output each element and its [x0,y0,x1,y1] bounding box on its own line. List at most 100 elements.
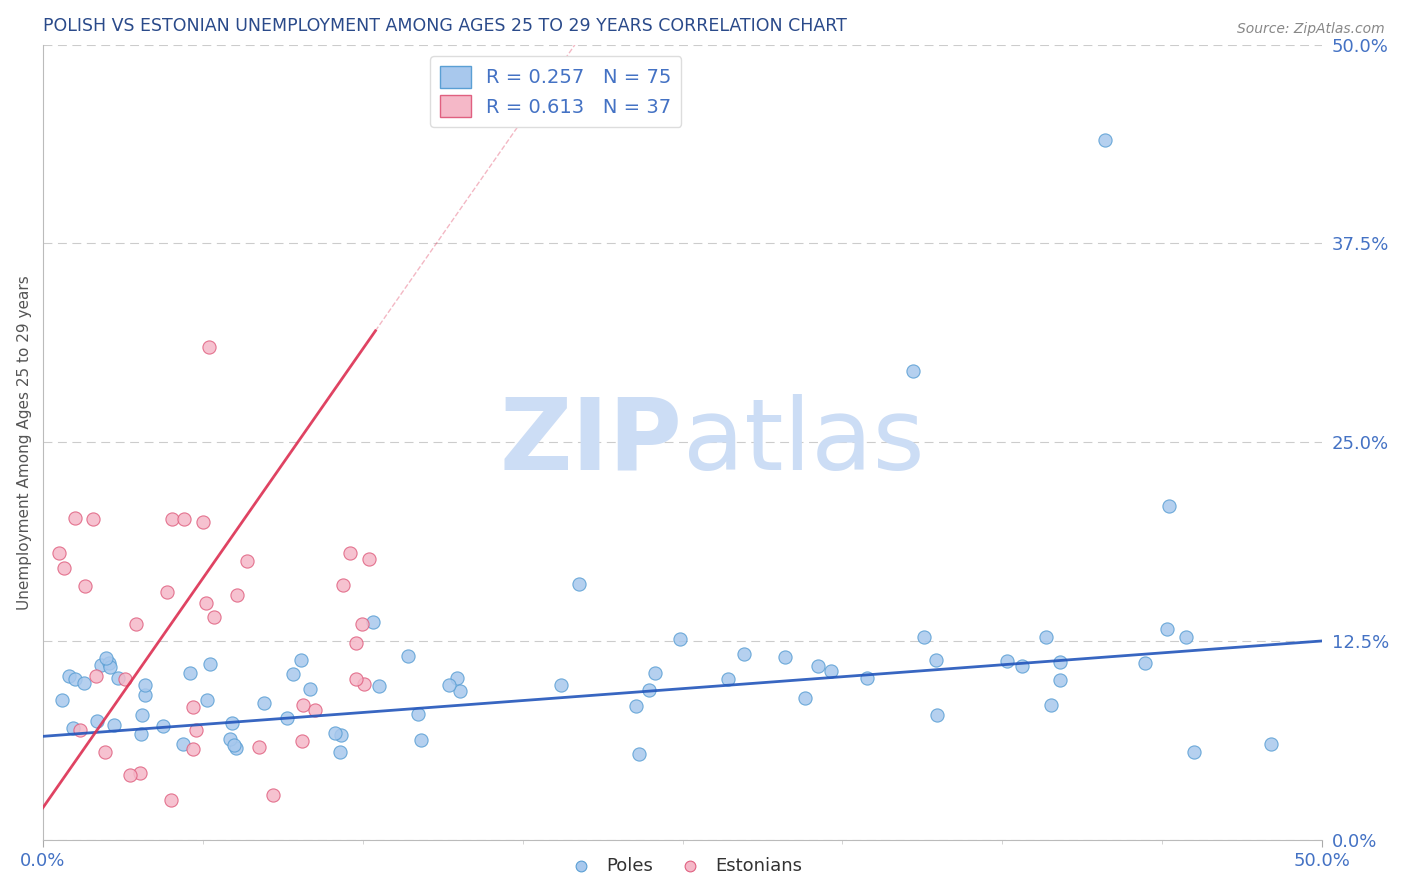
Point [124,617,146,632]
Point [1094,133,1116,147]
Point [550,678,572,692]
Point [568,577,591,591]
Point [181,699,204,714]
Text: Source: ZipAtlas.com: Source: ZipAtlas.com [1237,22,1385,37]
Point [344,672,367,686]
Point [291,734,314,748]
Point [912,630,935,644]
Point [346,636,368,650]
Point [644,665,666,680]
Point [820,664,842,678]
Point [1039,698,1062,712]
Point [626,699,648,714]
Point [202,610,225,624]
Point [1049,673,1071,687]
Point [82,512,104,526]
Point [184,723,207,737]
Point [236,554,259,568]
Point [69,723,91,737]
Point [94,651,117,665]
Point [299,681,322,696]
Point [290,653,312,667]
Point [51,693,73,707]
Point [183,742,205,756]
Point [793,691,815,706]
Point [134,678,156,692]
Point [332,577,354,591]
Point [198,657,221,672]
Point [361,615,384,629]
Point [628,747,651,762]
Point [179,666,201,681]
Point [449,683,471,698]
Point [134,688,156,702]
Point [156,585,179,599]
Point [1157,499,1180,513]
Point [225,740,247,755]
Point [129,726,152,740]
Point [58,669,80,683]
Point [94,745,117,759]
Text: POLISH VS ESTONIAN UNEMPLOYMENT AMONG AGES 25 TO 29 YEARS CORRELATION CHART: POLISH VS ESTONIAN UNEMPLOYMENT AMONG AG… [42,17,846,35]
Point [669,632,692,646]
Point [118,767,141,781]
Point [198,340,221,354]
Point [329,745,352,759]
Point [446,671,468,685]
Point [807,659,830,673]
Point [191,515,214,529]
Point [160,512,183,526]
Point [1260,737,1282,751]
Point [409,733,432,747]
Point [224,738,246,752]
Point [131,708,153,723]
Point [1174,630,1197,644]
Point [1049,655,1071,669]
Point [262,788,284,802]
Point [98,656,121,670]
Point [90,658,112,673]
Point [439,677,461,691]
Point [276,711,298,725]
Point [172,737,194,751]
Point [1011,659,1033,673]
Point [995,654,1018,668]
Point [927,707,949,722]
Point [114,672,136,686]
Point [62,721,84,735]
Point [48,546,70,560]
Point [901,363,924,377]
Point [396,648,419,663]
Point [925,653,948,667]
Point [63,672,86,686]
Point [247,740,270,755]
Point [304,703,326,717]
Point [98,660,121,674]
Text: ZIP: ZIP [499,393,682,491]
Point [84,669,107,683]
Point [1182,745,1205,759]
Point [638,683,661,698]
Point [856,672,879,686]
Point [128,766,150,780]
Point [406,706,429,721]
Point [73,675,96,690]
Point [717,673,740,687]
Point [283,667,305,681]
Point [226,588,249,602]
Point [330,728,353,742]
Point [194,595,217,609]
Point [173,512,195,526]
Point [221,715,243,730]
Point [75,579,97,593]
Y-axis label: Unemployment Among Ages 25 to 29 years: Unemployment Among Ages 25 to 29 years [17,275,32,609]
Legend: Poles, Estonians: Poles, Estonians [555,850,808,882]
Point [195,693,218,707]
Point [152,719,174,733]
Point [733,648,755,662]
Point [339,546,361,560]
Point [159,793,181,807]
Point [367,679,389,693]
Point [253,696,276,710]
Point [1133,656,1156,670]
